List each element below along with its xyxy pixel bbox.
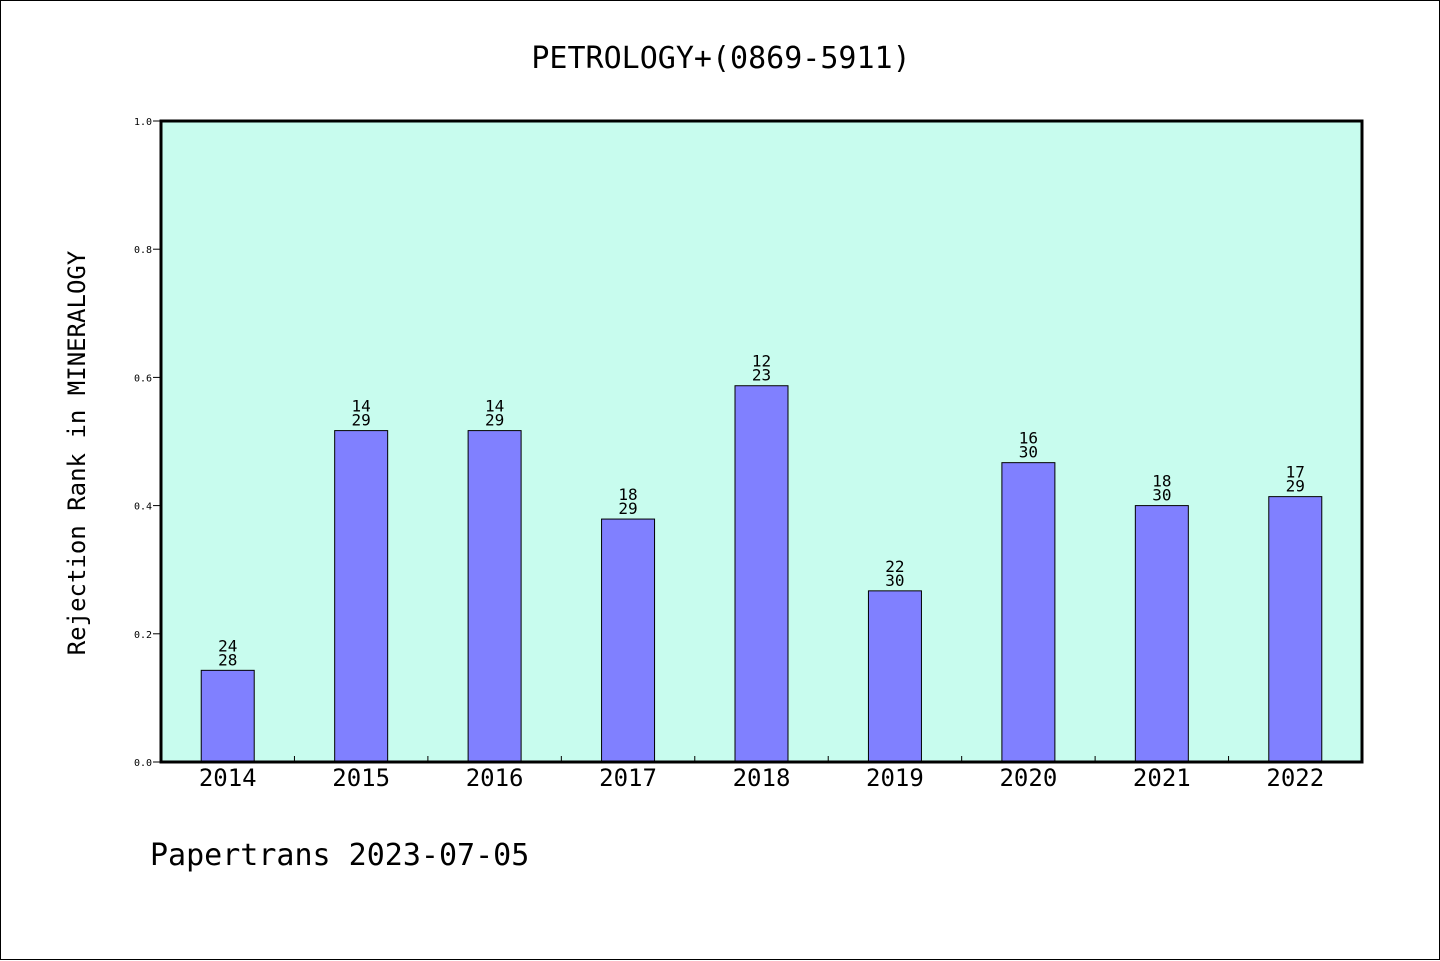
bar-2018 xyxy=(734,385,789,763)
x-tick-label-2014: 2014 xyxy=(199,764,257,792)
bar-label-top-2017: 18 xyxy=(618,485,637,504)
y-axis: 0.0 0.2 0.4 0.6 0.8 1.0 xyxy=(134,117,161,769)
bar-label-top-2016: 14 xyxy=(485,397,504,416)
x-tick-label-2017: 2017 xyxy=(599,764,657,792)
x-tick-label-2016: 2016 xyxy=(466,764,524,792)
bar-2015 xyxy=(334,430,389,763)
chart-title: PETROLOGY+(0869-5911) xyxy=(531,41,910,76)
y-tick-label: 0.0 xyxy=(134,758,152,769)
bar-label-top-2020: 16 xyxy=(1019,429,1038,448)
bar-2017 xyxy=(601,518,656,763)
bar-label-bottom-2021: 30 xyxy=(1152,486,1171,505)
bar-2019 xyxy=(867,590,922,763)
y-tick-label: 0.2 xyxy=(134,630,152,641)
plot-border xyxy=(159,119,1364,764)
x-tick-label-2018: 2018 xyxy=(733,764,791,792)
y-tick-label: 1.0 xyxy=(134,117,152,128)
x-tick-label-2021: 2021 xyxy=(1133,764,1191,792)
bar-label-bottom-2014: 28 xyxy=(218,650,237,669)
bar-label-bottom-2022: 29 xyxy=(1286,477,1305,496)
bar-label-bottom-2017: 29 xyxy=(618,499,637,518)
x-tick-label-2019: 2019 xyxy=(866,764,924,792)
bar-label-top-2018: 12 xyxy=(752,352,771,371)
footer-credit: Papertrans 2023-07-05 xyxy=(150,838,529,873)
bar-label-bottom-2016: 29 xyxy=(485,411,504,430)
y-tick-label: 0.8 xyxy=(134,245,152,256)
bar-label-bottom-2019: 30 xyxy=(885,571,904,590)
x-tick-label-2022: 2022 xyxy=(1266,764,1324,792)
bar-label-bottom-2020: 30 xyxy=(1019,443,1038,462)
y-tick-label: 0.4 xyxy=(134,502,152,513)
bar-2014 xyxy=(200,669,255,763)
bar-label-bottom-2018: 23 xyxy=(752,366,771,385)
bar-label-bottom-2015: 29 xyxy=(352,411,371,430)
bar-2020 xyxy=(1001,462,1056,763)
bar-label-top-2015: 14 xyxy=(352,397,371,416)
x-tick-label-2015: 2015 xyxy=(332,764,390,792)
x-axis: 2014 2015 2016 2017 2018 2019 2020 2021 2022 xyxy=(199,756,1324,792)
bar-label-top-2021: 18 xyxy=(1152,472,1171,491)
bar-label-top-2019: 22 xyxy=(885,557,904,576)
bar-2016 xyxy=(467,430,522,763)
bar-2021 xyxy=(1134,505,1189,763)
x-tick-label-2020: 2020 xyxy=(999,764,1057,792)
y-axis-label: Rejection Rank in MINERALOGY xyxy=(63,250,91,655)
bar-label-top-2022: 17 xyxy=(1286,463,1305,482)
bar-label-top-2014: 24 xyxy=(218,636,237,655)
y-tick-label: 0.6 xyxy=(134,373,152,384)
bar-2022 xyxy=(1268,496,1323,763)
